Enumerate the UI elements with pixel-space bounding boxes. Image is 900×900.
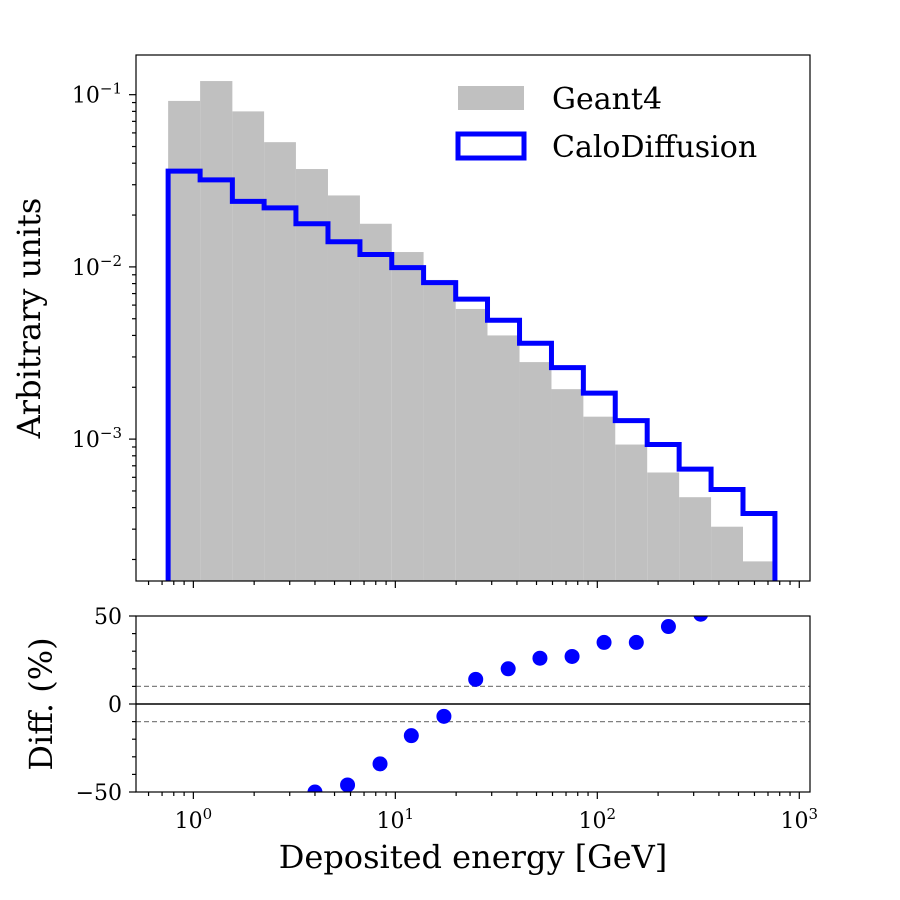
main-plot-frame [135,54,811,582]
geant4-bar-13 [583,416,616,581]
ratio-point-9 [596,634,612,650]
geant4-bar-1 [200,81,233,581]
geant4-bar-7 [391,252,424,581]
geant4-bar-12 [551,389,584,581]
ratio-points [307,616,708,792]
ratio-x-axis-ticks: 100 101 102 103 [147,792,819,834]
ratio-y-axis-ticks: 50 0 −50 [76,605,136,806]
legend-swatch-calodiffusion [455,131,527,161]
geant4-bar-15 [647,472,680,581]
main-y-tick-label: 10−2 [72,252,122,281]
ratio-point-3 [403,728,419,744]
ratio-point-1 [340,777,356,792]
ratio-point-11 [660,619,676,635]
ratio-point-2 [372,756,388,772]
x-tick-label: 101 [377,805,415,834]
main-histogram-panel: 10−1 10−2 10−3 Arbitrary units Geant4 Calo… [10,54,811,588]
ratio-point-8 [564,648,580,664]
legend: Geant4 CaloDiffusion [455,82,757,165]
geant4-bar-10 [487,335,520,581]
x-tick-label: 102 [579,805,617,834]
ratio-point-5 [468,671,484,687]
geant4-bar-16 [679,497,712,581]
geant4-bar-3 [264,142,296,581]
ratio-point-0 [307,784,323,792]
geant4-bar-8 [423,279,456,581]
geant4-bar-11 [519,362,552,581]
main-x-axis-ticks [147,581,800,588]
ratio-point-10 [628,634,644,650]
geant4-bar-18 [742,561,775,581]
ratio-point-7 [532,650,548,666]
ratio-y-axis-title: Diff. (%) [22,637,60,770]
main-y-tick-label: 10−3 [72,424,122,453]
ratio-point-6 [500,661,516,677]
x-tick-label: 100 [175,805,213,834]
ratio-y-tick-label: −50 [76,781,122,806]
ratio-panel: 50 0 −50 100 101 102 103 Diff. (%) Deposited … [22,605,818,876]
ratio-y-tick-label: 0 [108,693,122,718]
legend-label-geant4: Geant4 [552,82,662,117]
geant4-bars [168,81,775,581]
geant4-bar-4 [295,169,328,581]
legend-label-calodiffusion: CaloDiffusion [552,130,757,165]
calodiffusion-step-line [165,168,778,581]
legend-swatch-geant4 [458,86,524,110]
ratio-point-12 [693,616,708,622]
ratio-point-4 [436,708,452,724]
main-y-axis-ticks: 10−1 10−2 10−3 [72,80,136,561]
geant4-bar-14 [615,444,648,581]
y-axis-title: Arbitrary units [10,198,48,440]
x-axis-title: Deposited energy [GeV] [279,838,668,876]
ratio-y-tick-label: 50 [94,605,122,630]
geant4-bar-5 [327,195,360,581]
geant4-bar-6 [359,223,392,581]
geant4-bar-2 [232,111,265,581]
x-tick-label: 103 [781,805,819,834]
main-y-tick-label: 10−1 [72,80,122,109]
geant4-bar-9 [455,308,488,581]
geant4-bar-17 [711,526,743,581]
geant4-bar-0 [168,100,201,581]
